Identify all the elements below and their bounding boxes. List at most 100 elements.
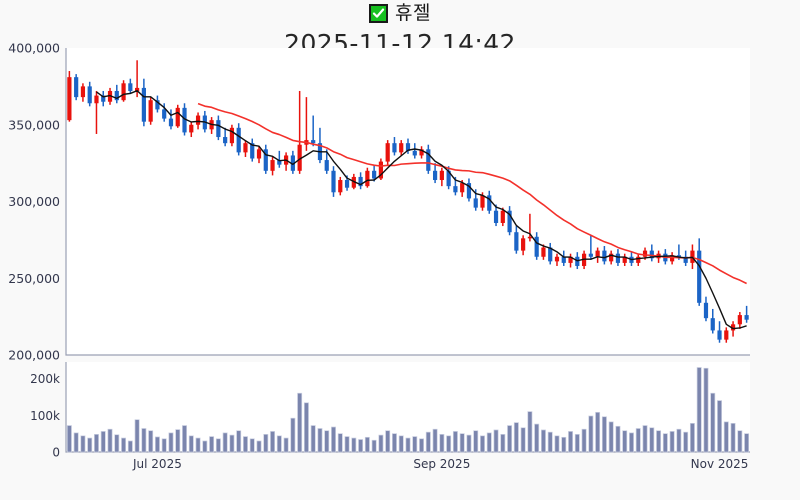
candle-body xyxy=(595,250,600,257)
candle-body xyxy=(358,176,363,187)
volume-bar xyxy=(432,428,438,453)
volume-bar xyxy=(331,426,336,453)
volume-bar xyxy=(527,411,533,453)
candle-body xyxy=(365,170,370,187)
candle-body xyxy=(229,127,235,144)
candle-body xyxy=(378,161,384,179)
candle-body xyxy=(324,160,329,171)
candle-body xyxy=(615,253,621,263)
candle-body xyxy=(311,140,316,144)
volume-bar xyxy=(615,425,621,453)
volume-bar xyxy=(385,430,391,453)
volume-bar xyxy=(723,421,729,453)
candle-body xyxy=(270,160,275,171)
x-axis-tick-label: Nov 2025 xyxy=(691,457,749,471)
volume-bar xyxy=(188,435,194,453)
candle-body xyxy=(236,127,241,153)
candle-body xyxy=(609,253,614,262)
volume-bar xyxy=(344,436,350,453)
volume-axis-tick-label: 200k xyxy=(30,372,60,386)
volume-bar xyxy=(256,440,262,453)
candle-body xyxy=(446,170,451,187)
candle-body xyxy=(737,315,742,325)
candle-body xyxy=(263,149,268,171)
volume-bar xyxy=(392,433,397,453)
candle-body xyxy=(405,143,411,151)
candle-body xyxy=(649,250,654,259)
candle-body xyxy=(135,87,140,91)
candle-body xyxy=(487,195,492,211)
volume-bar xyxy=(480,435,485,453)
price-axis-tick-label: 250,000 xyxy=(8,271,60,286)
volume-bar xyxy=(127,440,133,453)
candlestick-series xyxy=(67,60,749,343)
candle-body xyxy=(473,198,478,208)
candle-body xyxy=(622,256,627,263)
candle-body xyxy=(290,155,295,171)
candle-body xyxy=(114,90,119,101)
volume-bar xyxy=(595,411,601,453)
candle-body xyxy=(155,100,160,110)
candle-body xyxy=(372,170,377,179)
volume-bar xyxy=(229,434,235,453)
volume-bar xyxy=(371,439,377,453)
volume-bar xyxy=(507,425,513,453)
volume-bar xyxy=(337,433,343,453)
candle-body xyxy=(243,143,248,153)
volume-bar xyxy=(243,436,248,453)
volume-axis-tick-label: 100k xyxy=(30,409,60,423)
volume-bar xyxy=(182,425,187,453)
volume-bar xyxy=(168,432,174,453)
candle-body xyxy=(67,77,72,121)
candle-body xyxy=(507,210,512,233)
volume-bar xyxy=(310,425,316,453)
candle-body xyxy=(460,183,465,193)
volume-bar xyxy=(324,430,330,453)
candle-body xyxy=(554,256,560,262)
volume-bar xyxy=(290,417,296,453)
candle-body xyxy=(74,77,79,98)
x-axis-tick-label: Sep 2025 xyxy=(413,457,470,471)
candle-body xyxy=(168,118,174,127)
volume-bar xyxy=(351,437,357,453)
volume-bar xyxy=(405,437,411,453)
candle-body xyxy=(331,170,336,193)
candle-body xyxy=(338,180,343,193)
candle-body xyxy=(683,256,688,263)
volume-bar xyxy=(303,402,309,453)
volume-bar xyxy=(744,433,750,453)
volume-bar xyxy=(100,431,106,453)
volume-bar xyxy=(622,430,628,453)
volume-bar xyxy=(209,436,215,453)
volume-bar xyxy=(134,419,140,453)
volume-bar xyxy=(493,429,499,453)
candle-body xyxy=(493,210,499,223)
volume-bar xyxy=(500,434,506,453)
volume-bar xyxy=(581,428,587,453)
candle-body xyxy=(710,318,715,331)
candle-body xyxy=(87,86,92,104)
volume-bar xyxy=(222,432,228,453)
price-axis-tick-label: 300,000 xyxy=(8,194,60,209)
volume-bar xyxy=(378,434,384,453)
volume-bar xyxy=(283,437,289,453)
volume-bar xyxy=(87,437,93,453)
volume-bar xyxy=(202,440,208,453)
candle-body xyxy=(121,83,126,101)
candle-body xyxy=(636,256,641,263)
candle-body xyxy=(588,253,593,257)
candle-body xyxy=(94,95,99,104)
candle-body xyxy=(568,256,573,263)
candle-body xyxy=(175,107,180,127)
volume-bar xyxy=(154,436,160,453)
volume-bar xyxy=(297,392,303,453)
volume-bar xyxy=(270,431,276,453)
volume-bar xyxy=(486,432,492,453)
price-axis-tick-label: 400,000 xyxy=(8,41,60,56)
volume-bar xyxy=(215,438,221,453)
candle-body xyxy=(730,324,736,331)
volume-bar xyxy=(195,437,201,453)
volume-bar xyxy=(364,436,370,453)
volume-bar xyxy=(513,422,519,453)
